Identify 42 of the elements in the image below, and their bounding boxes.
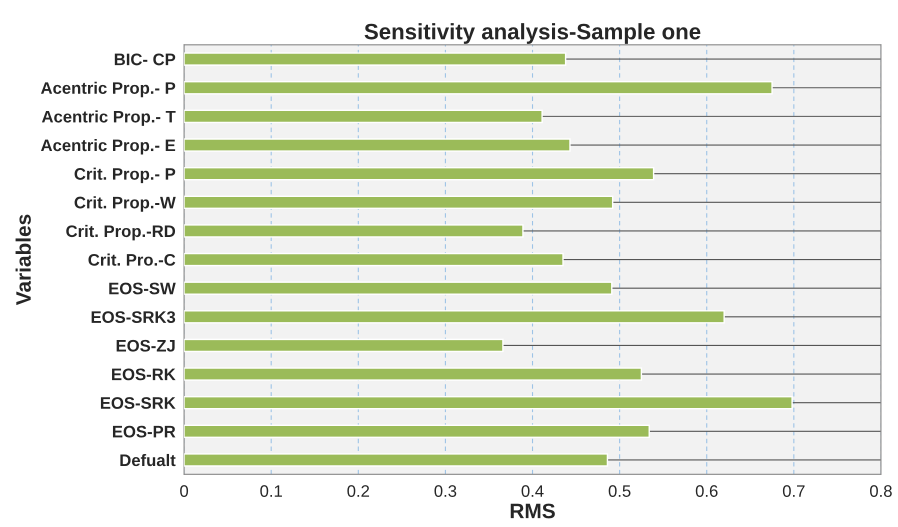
x-tick-label: 0.8	[870, 485, 892, 497]
bar	[184, 81, 773, 94]
y-tick-label: EOS-SRK3	[92, 311, 176, 324]
bar	[184, 424, 650, 438]
y-tick-label: Acentric Prop.- P	[40, 82, 176, 98]
bar	[184, 252, 564, 266]
y-tick-label: EOS-SRK	[100, 397, 176, 409]
x-axis-title: RMS	[510, 504, 555, 518]
y-tick-label: Crit. Pro.-C	[88, 254, 176, 266]
bar	[184, 138, 571, 152]
y-tick-label: Crit. Prop.-RD	[66, 224, 176, 240]
y-tick-label: Crit. Prop.- P	[74, 168, 176, 184]
bar	[184, 396, 793, 410]
y-tick-label: Acentric Prop.- E	[40, 138, 176, 155]
bar	[184, 196, 614, 209]
bar	[184, 166, 654, 180]
bar	[184, 110, 543, 124]
y-tick-label: EOS-PR	[112, 426, 176, 438]
y-tick-label: Crit. Prop.-W	[74, 196, 176, 212]
y-tick-label: EOS-SW	[109, 282, 176, 294]
chart-title: Sensitivity analysis-Sample one	[364, 23, 700, 44]
bar	[184, 310, 725, 324]
bar	[184, 281, 612, 295]
y-axis-title: Variables	[16, 214, 31, 306]
bar	[184, 453, 608, 467]
x-tick-label: 0.7	[782, 485, 805, 497]
x-tick-label: 0.5	[608, 485, 631, 497]
y-tick-label: EOS-RK	[112, 368, 176, 380]
x-tick-label: 0.1	[260, 485, 282, 497]
y-tick-label: BIC- CP	[114, 54, 176, 66]
x-tick-label: 0.2	[347, 485, 370, 497]
bar	[184, 52, 566, 66]
bar	[184, 338, 504, 352]
x-tick-label: 0.6	[696, 485, 718, 497]
bar	[184, 224, 524, 238]
x-tick-label: 0	[180, 485, 188, 497]
x-tick-label: 0.4	[522, 485, 544, 497]
bar	[184, 367, 642, 381]
y-tick-label: EOS-ZJ	[116, 340, 175, 352]
y-tick-label: Acentric Prop.- T	[42, 110, 176, 126]
x-tick-label: 0.3	[434, 485, 456, 497]
y-tick-label: Defualt	[120, 454, 176, 466]
